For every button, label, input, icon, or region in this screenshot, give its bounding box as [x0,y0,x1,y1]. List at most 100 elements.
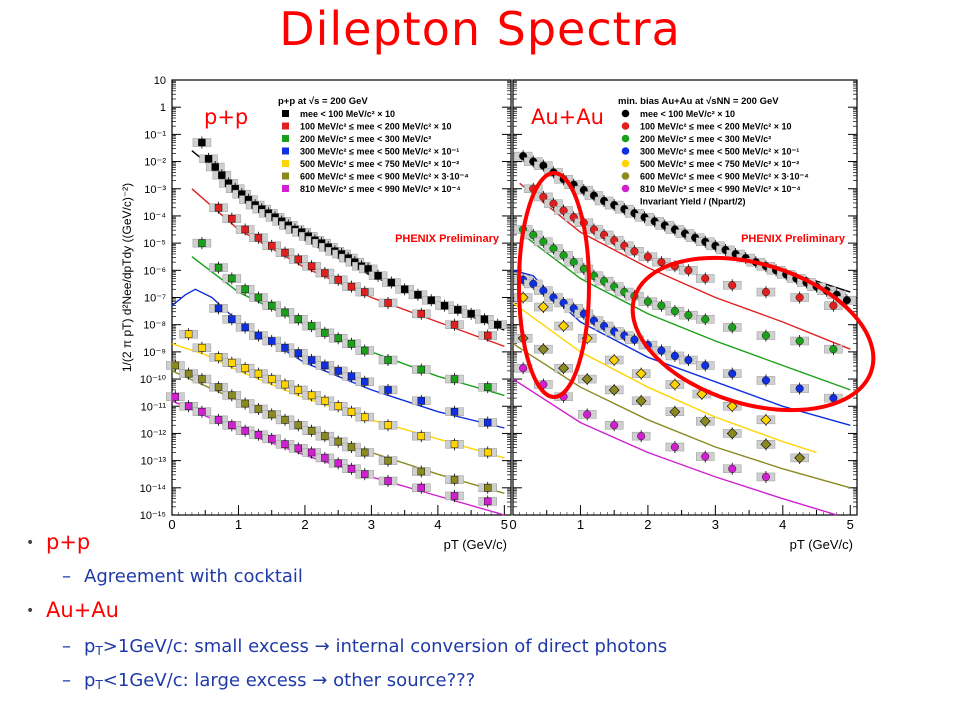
data-point [281,380,289,389]
data-point [254,233,263,242]
legend-entry: 300 MeV/c² ≤ mee < 500 MeV/c² × 10⁻¹ [640,147,799,157]
dash-icon: – [62,636,71,657]
data-point [171,361,180,370]
data-point [254,431,263,439]
data-point [374,272,382,280]
data-point [241,323,249,332]
data-point [484,497,492,506]
data-point [214,416,223,424]
data-point [228,391,236,400]
data-point [321,329,329,337]
data-point [334,334,342,342]
page-title: Dilepton Spectra [279,2,681,56]
data-point [321,361,329,370]
y-tick-label: 10⁻¹⁴ [140,483,167,495]
x-tick-label: 0 [168,517,175,532]
legend-entry: 600 MeV/c² ≤ mee < 900 MeV/c² × 3·10⁻⁴ [640,172,809,182]
legend-footer: Invariant Yield / (Npart/2) [640,197,746,207]
y-tick-label: 10⁻² [144,157,166,169]
data-point [214,204,223,212]
data-point [670,443,679,452]
data-point [184,330,193,338]
data-point [364,265,372,273]
data-point [334,367,342,375]
y-tick-label: 10⁻³ [144,184,166,196]
data-point [214,263,223,272]
data-point [334,276,342,284]
pt-subscript: T [95,644,103,658]
data-point [334,459,342,468]
data-point [608,384,620,396]
sub-bullet-auau-low-pt-text: pT<1GeV/c: large excess → other source??… [84,670,475,692]
legend-entry: 100 MeV/c² ≤ mee < 200 MeV/c² × 10 [640,122,792,132]
data-point [400,285,409,294]
pt-symbol: p [84,670,96,691]
x-tick-label: 2 [301,517,308,532]
data-point [630,247,639,256]
data-point [760,438,772,450]
legend-entry: mee < 100 MeV/c² × 10 [300,109,395,119]
data-point [484,448,492,457]
data-point [761,331,770,340]
pt-subscript: T [95,678,103,692]
data-point [657,301,666,310]
data-point [494,320,502,329]
data-point [384,356,392,364]
data-point [794,452,806,464]
data-point [726,400,738,412]
right-arrow-icon: → [314,636,330,657]
legend-swatch [282,135,289,142]
data-point [361,448,369,457]
data-point [417,310,425,318]
legend-entry: mee < 100 MeV/c² × 10 [640,109,735,119]
data-point [558,320,570,332]
data-point [559,251,568,260]
data-point [241,225,249,234]
data-point [241,427,249,435]
y-tick-label: 10⁻¹ [144,129,166,141]
data-point [537,343,549,355]
data-point [347,443,356,451]
data-point [450,407,459,416]
data-point [414,291,422,299]
data-point [307,322,316,330]
excess-ellipse-low-pt [517,171,591,399]
data-point [307,262,316,270]
x-tick-label: 3 [368,517,375,532]
cocktail-curve [519,231,851,391]
data-point [384,299,392,307]
data-point [254,293,263,302]
data-point [361,378,369,386]
data-point [643,252,652,261]
data-point [635,368,647,380]
data-point [701,274,710,283]
data-point [218,171,226,179]
data-point [321,397,329,405]
legend-swatch [282,172,289,180]
data-point [760,414,772,426]
high-pt-explanation: internal conversion of direct photons [335,636,668,657]
data-point [228,421,236,429]
data-point [281,308,289,317]
data-point [699,415,711,427]
data-point [268,242,276,250]
data-point [537,301,549,313]
data-point [347,340,356,348]
data-point [701,315,710,324]
data-point [384,386,392,394]
data-point [268,337,276,345]
data-point [307,391,316,400]
x-axis-label: pT (GeV/c) [444,537,507,552]
data-point [529,230,538,239]
y-tick-label: 10⁻⁵ [143,238,166,250]
data-point [539,237,548,246]
bullet-dot-icon: • [26,603,35,619]
data-point [294,444,302,453]
data-point [254,405,263,413]
data-point [294,349,302,357]
data-point [484,331,492,340]
data-point [361,288,369,296]
data-point [684,311,693,320]
data-point [795,337,804,346]
data-point [669,406,681,418]
